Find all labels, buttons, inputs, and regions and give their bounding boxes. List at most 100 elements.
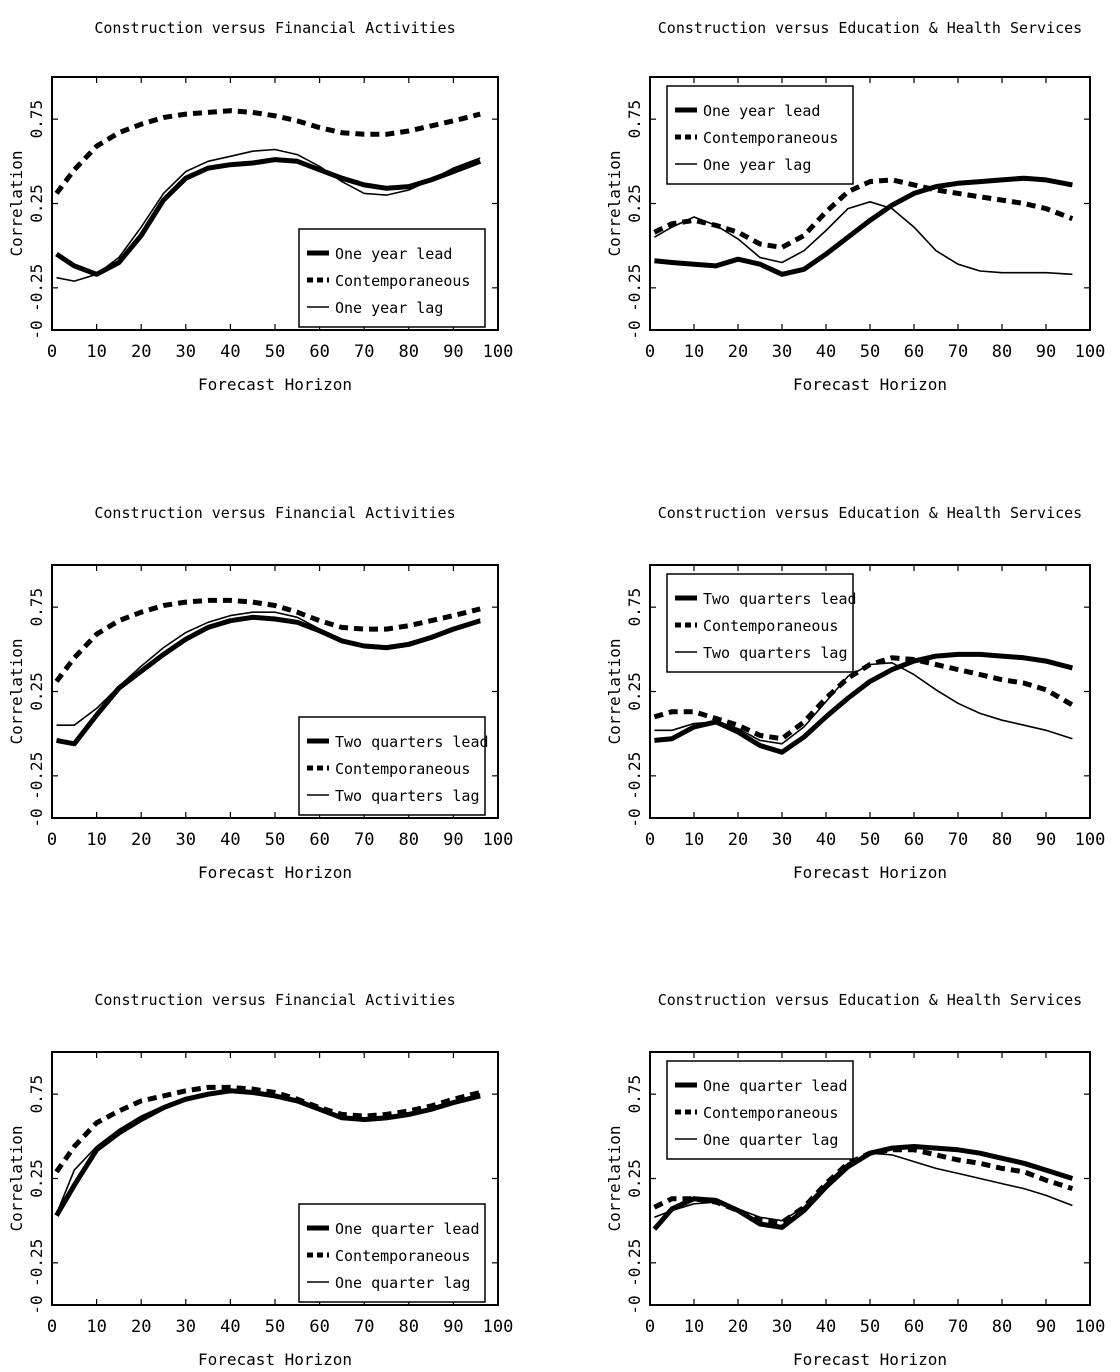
x-tick-label: 50: [860, 830, 880, 850]
x-tick-label: 50: [860, 342, 880, 362]
legend-label-1: Two quarters lead: [703, 590, 857, 608]
x-tick-label: 20: [728, 1317, 748, 1337]
chart-panel-4: Construction versus Education & Health S…: [605, 504, 1105, 882]
legend: One year lead Contemporaneous One year lag: [298, 228, 486, 328]
legend-label-2: Contemporaneous: [703, 617, 838, 635]
x-tick-label: 10: [684, 342, 704, 362]
x-tick-label: 60: [309, 342, 329, 362]
y-tick-label: -0: [625, 320, 644, 339]
x-tick-label: 80: [399, 1317, 419, 1337]
x-tick-label: 60: [904, 830, 924, 850]
y-tick-label: 0.75: [625, 1075, 644, 1114]
legend-label-2: Contemporaneous: [703, 129, 838, 147]
legend-box: [298, 716, 486, 816]
legend-label-3: Two quarters lag: [703, 644, 848, 662]
x-tick-label: 90: [443, 1317, 463, 1337]
y-tick-label: 0.25: [625, 672, 644, 711]
y-axis-label: Correlation: [605, 639, 624, 745]
y-tick-label: -0.25: [625, 752, 644, 800]
y-tick-label: 0.75: [27, 588, 46, 627]
x-tick-label: 100: [1075, 1317, 1106, 1337]
series-line-2: [54, 108, 481, 195]
y-tick-label: 0.25: [27, 672, 46, 711]
legend-label-1: One year lead: [703, 102, 820, 120]
legend-box: [298, 1203, 486, 1303]
x-tick-label: 30: [772, 342, 792, 362]
legend-box: [298, 228, 486, 328]
legend: Two quarters lead Contemporaneous Two quar…: [298, 716, 489, 816]
legend-label-1: One year lead: [335, 245, 452, 263]
y-axis-label: Correlation: [605, 151, 624, 257]
x-tick-label: 20: [131, 1317, 151, 1337]
x-tick-label: 70: [948, 342, 968, 362]
y-tick-label: 0.75: [625, 588, 644, 627]
x-tick-label: 90: [1036, 830, 1056, 850]
legend: One year lead Contemporaneous One year lag: [666, 85, 854, 185]
chart-panel-3: Construction versus Financial Activities…: [7, 504, 513, 882]
x-tick-label: 60: [309, 830, 329, 850]
x-axis-label: Forecast Horizon: [198, 863, 352, 882]
legend-box: [666, 573, 854, 673]
legend-label-3: One quarter lag: [335, 1274, 470, 1292]
x-tick-label: 100: [483, 1317, 514, 1337]
x-tick-label: 0: [645, 1317, 655, 1337]
chart-panel-6: Construction versus Education & Health S…: [605, 991, 1105, 1369]
y-tick-label: -0.25: [27, 1239, 46, 1287]
x-axis-label: Forecast Horizon: [793, 375, 947, 394]
x-tick-label: 0: [645, 342, 655, 362]
x-tick-label: 80: [992, 342, 1012, 362]
x-tick-label: 40: [220, 342, 240, 362]
x-tick-label: 50: [265, 342, 285, 362]
series-line-3: [56, 148, 481, 282]
chart-title: Construction versus Education & Health S…: [658, 19, 1082, 37]
x-tick-label: 100: [483, 830, 514, 850]
x-tick-label: 80: [399, 830, 419, 850]
x-tick-label: 20: [131, 830, 151, 850]
legend-box: [666, 1060, 854, 1160]
chart-title: Construction versus Education & Health S…: [658, 991, 1082, 1009]
x-tick-label: 0: [47, 830, 57, 850]
y-tick-label: -0.25: [625, 1239, 644, 1287]
y-tick-label: 0.75: [27, 100, 46, 139]
x-tick-label: 90: [443, 342, 463, 362]
legend: Two quarters lead Contemporaneous Two quar…: [666, 573, 857, 673]
legend-label-2: Contemporaneous: [335, 760, 470, 778]
series-line-1: [56, 614, 481, 747]
x-tick-label: 70: [948, 1317, 968, 1337]
legend-label-1: One quarter lead: [703, 1077, 848, 1095]
y-tick-label: -0: [27, 1295, 46, 1314]
x-tick-label: 30: [772, 830, 792, 850]
y-tick-label: -0: [27, 320, 46, 339]
legend-box: [666, 85, 854, 185]
x-tick-label: 50: [265, 830, 285, 850]
x-axis-label: Forecast Horizon: [198, 375, 352, 394]
x-tick-label: 90: [443, 830, 463, 850]
y-axis-label: Correlation: [7, 1126, 26, 1232]
x-tick-label: 70: [354, 1317, 374, 1337]
x-tick-label: 0: [47, 342, 57, 362]
x-tick-label: 90: [1036, 1317, 1056, 1337]
legend-label-2: Contemporaneous: [335, 1247, 470, 1265]
y-tick-label: 0.75: [625, 100, 644, 139]
y-tick-label: 0.25: [625, 184, 644, 223]
x-tick-label: 10: [86, 1317, 106, 1337]
chart-title: Construction versus Financial Activities: [94, 991, 455, 1009]
x-tick-label: 20: [728, 342, 748, 362]
chart-panel-5: Construction versus Financial Activities…: [7, 991, 513, 1369]
series-line-1: [55, 157, 482, 277]
x-tick-label: 80: [399, 342, 419, 362]
x-axis-label: Forecast Horizon: [793, 1350, 947, 1369]
x-tick-label: 10: [684, 830, 704, 850]
series-line-1: [654, 175, 1073, 277]
x-tick-label: 40: [816, 342, 836, 362]
x-tick-label: 30: [176, 1317, 196, 1337]
x-tick-label: 10: [86, 830, 106, 850]
y-tick-label: -0: [27, 808, 46, 827]
x-tick-label: 40: [220, 1317, 240, 1337]
x-tick-label: 100: [1075, 830, 1106, 850]
x-tick-label: 100: [483, 342, 514, 362]
chart-title: Construction versus Financial Activities: [94, 504, 455, 522]
series-line-3: [56, 611, 481, 727]
chart-title: Construction versus Education & Health S…: [658, 504, 1082, 522]
